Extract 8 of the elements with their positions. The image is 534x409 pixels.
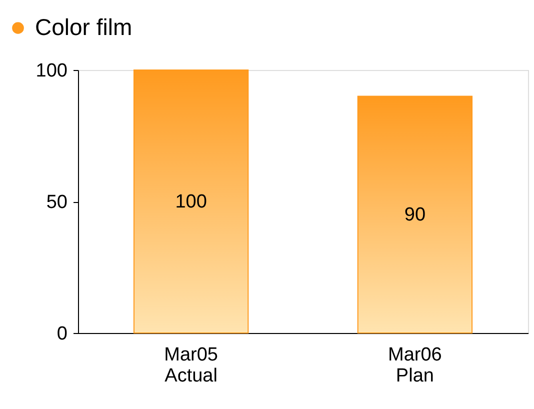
data-label: 100 — [175, 192, 207, 212]
x-tick-label: Mar05 Actual — [164, 344, 218, 386]
data-label: 90 — [404, 204, 426, 226]
x-tick-label: Mar06 Plan — [388, 344, 442, 386]
y-tick-label: 0 — [56, 324, 68, 344]
y-tick-label: 100 — [36, 60, 68, 82]
y-tick-label: 50 — [46, 192, 68, 213]
legend-label: Color film — [35, 14, 132, 40]
